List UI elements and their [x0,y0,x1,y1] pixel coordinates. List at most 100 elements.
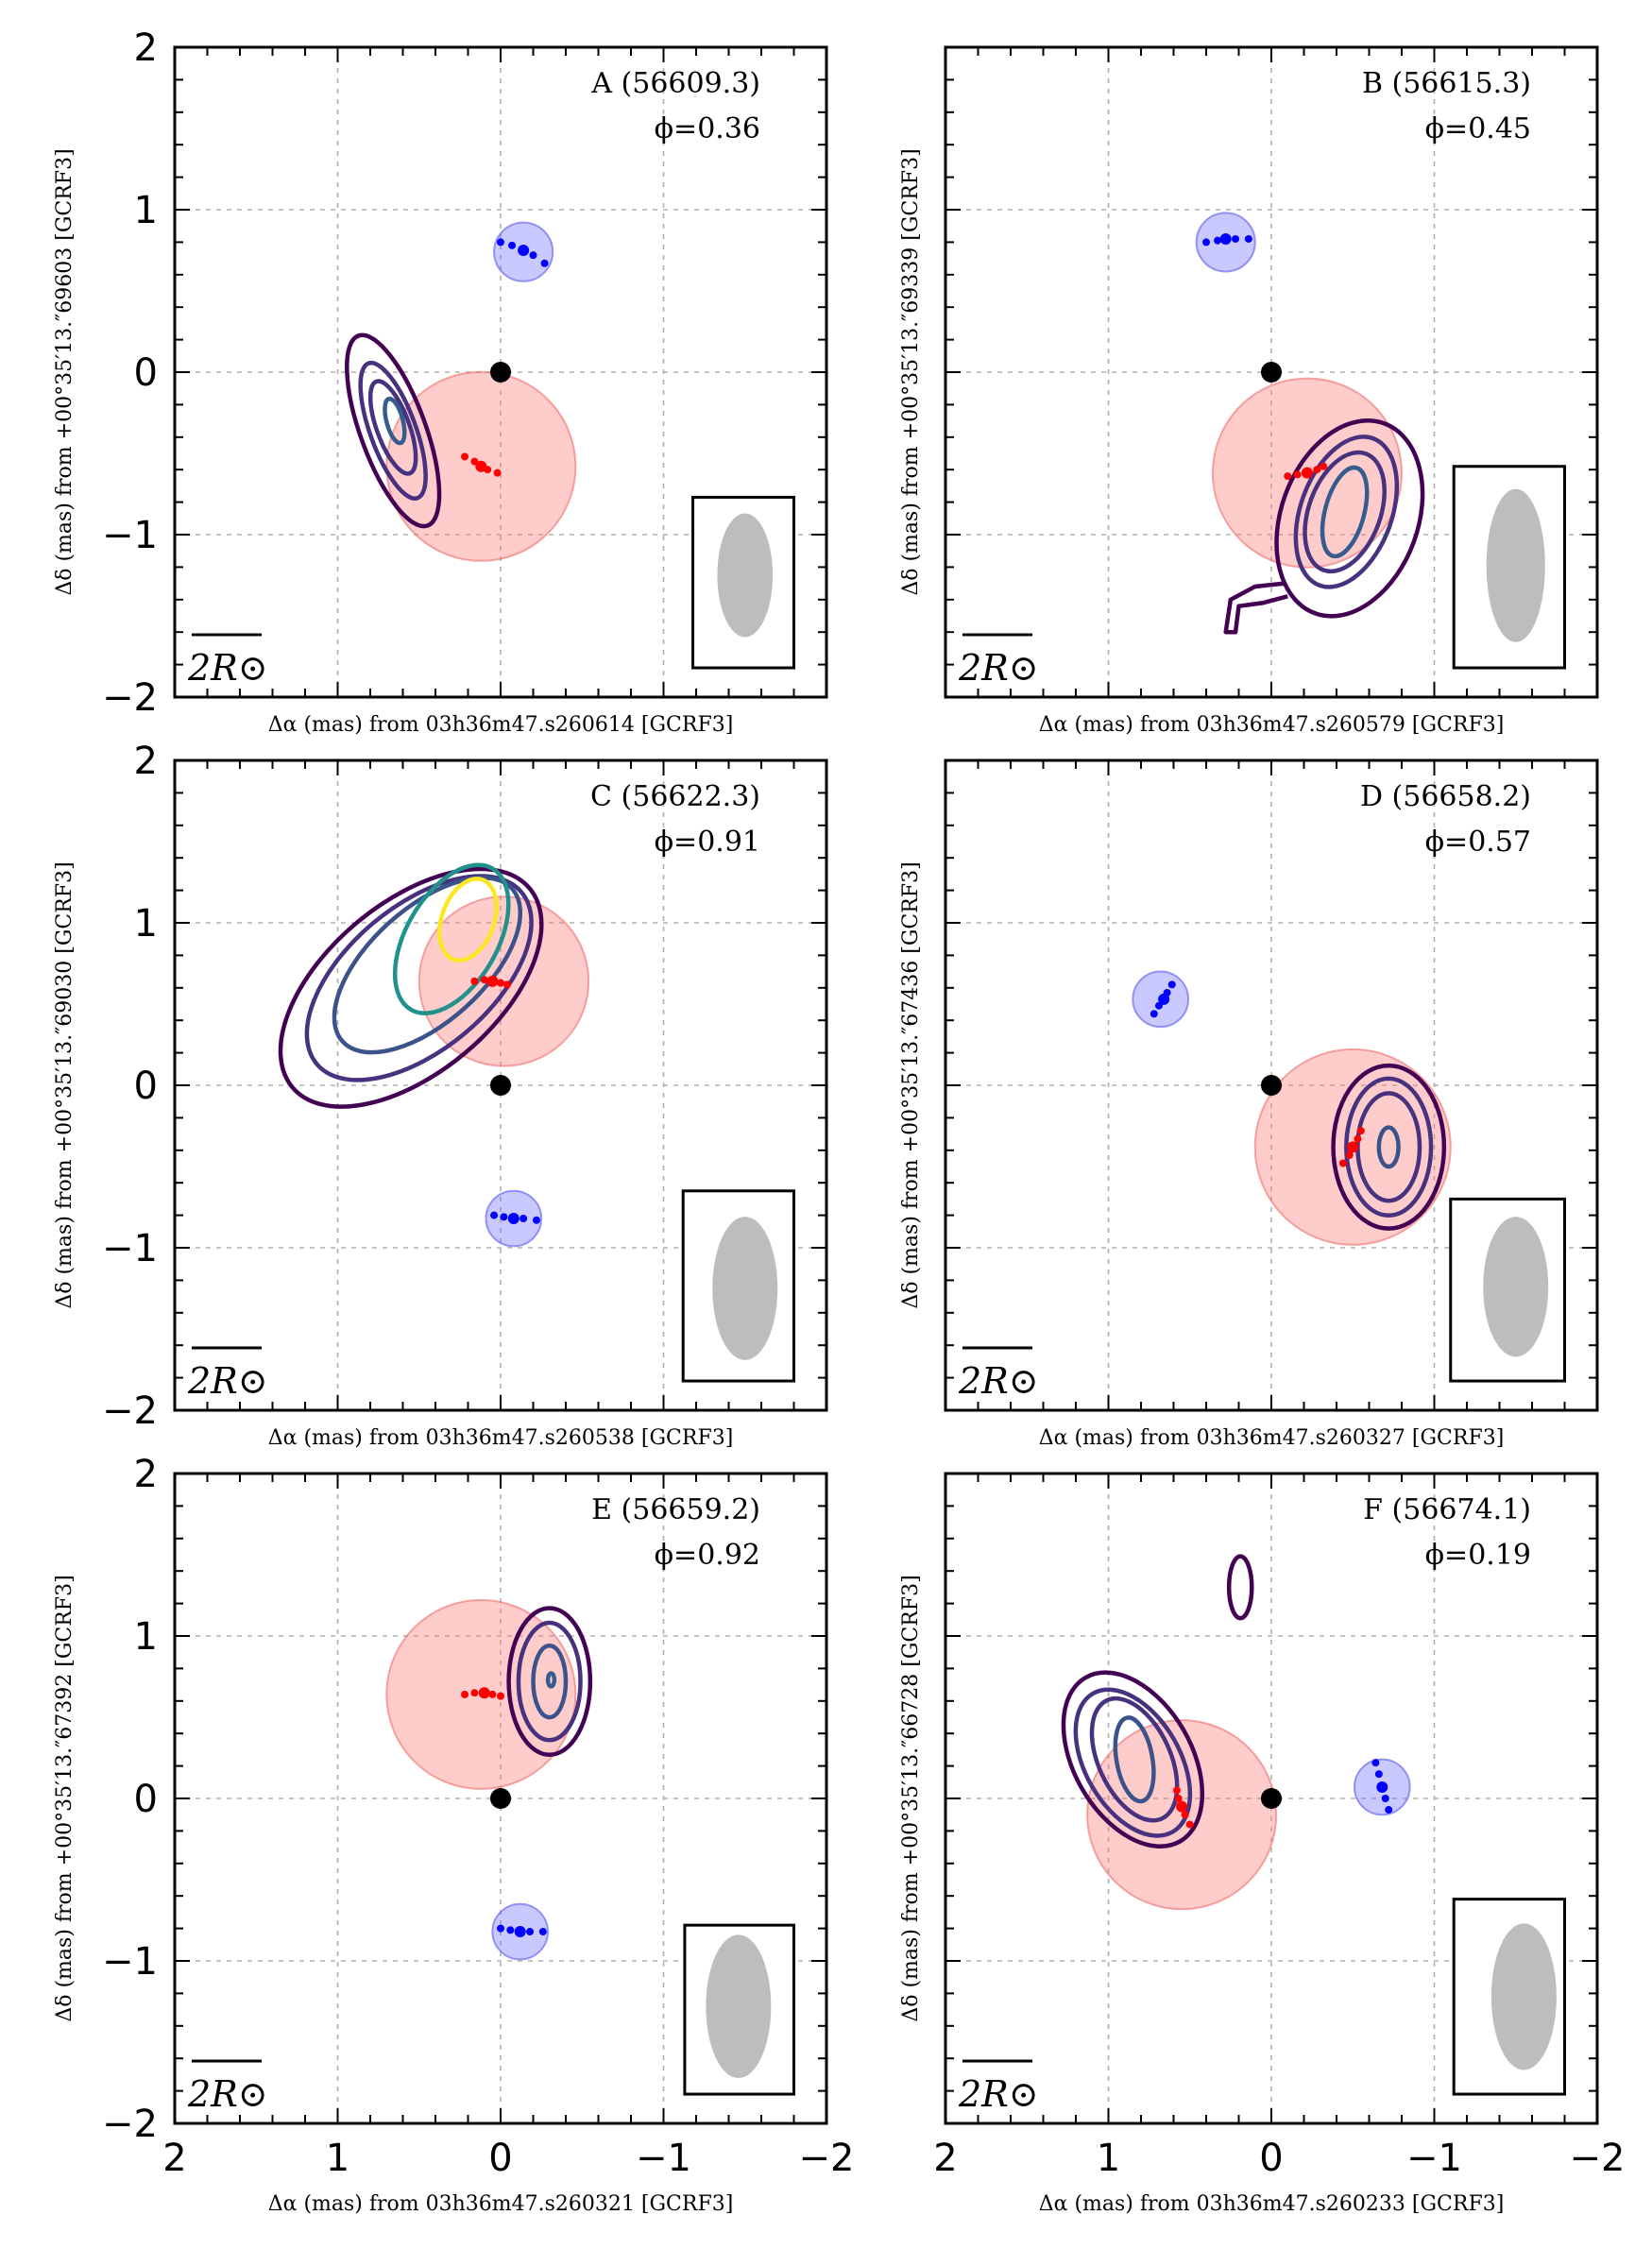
origin-point [490,1075,511,1096]
panel-label: D (56658.2) [1360,780,1531,813]
x-axis-label: Δα (mas) from 03h36m47.s260614 [GCRF3] [268,713,734,737]
x-tick-label: 0 [1259,2137,1283,2180]
red-track-point [486,975,499,987]
red-track-point [1338,1159,1347,1167]
contour [1061,1670,1205,1849]
phase-label: ϕ=0.91 [655,826,760,859]
red-track-point [1176,1800,1188,1813]
blue-track-point [500,1213,508,1221]
contour [1293,434,1400,589]
contour [516,1620,583,1743]
red-track-point [502,980,511,989]
panel-a-plot-area [175,47,826,697]
beam-ellipse [706,1934,772,2079]
x-tick-label: 2 [933,2137,957,2180]
panel-a: 2 1 0 −1 −2 Δα (mas) from 03h36m47.s260614 [G… [53,26,828,737]
scalebar-label: 2R⊙ [187,1360,268,1402]
red-track-point [1301,467,1313,479]
blue-track-point [1381,1795,1389,1802]
panel-label: F (56674.1) [1363,1493,1531,1526]
origin-point [1261,362,1282,383]
red-track-point [1174,1795,1183,1802]
y-tick-label: −1 [102,1227,158,1270]
y-tick-label: 2 [134,1453,158,1496]
origin-point [490,1788,511,1809]
blue-track-point [1163,988,1171,997]
phase-label: ϕ=0.36 [655,112,760,145]
panel-b: Δα (mas) from 03h36m47.s260579 [GCRF3] Δδ… [899,45,1599,737]
contour [1331,1063,1447,1231]
blue-track-point [1371,1759,1380,1767]
y-tick-label: 0 [134,351,158,395]
contour [332,876,523,1055]
beam-ellipse [717,513,774,638]
scalebar-label: 2R⊙ [958,1360,1039,1402]
panel-label: C (56622.3) [590,780,760,813]
x-tick-label: −1 [1406,2137,1462,2180]
blue-track-point [538,1928,547,1936]
y-axis-label: Δδ (mas) from +00°35′13.″66728 [GCRF3] [899,1575,923,2021]
y-tick-label: 2 [134,26,158,70]
red-track-point [497,979,504,987]
contour [392,862,511,1015]
blue-track-point [1374,1770,1383,1779]
beam-ellipse [1490,1923,1557,2070]
contour [531,1643,569,1720]
blue-track-point [506,1926,515,1934]
y-tick-label: −2 [102,1389,158,1433]
contour [1274,418,1425,619]
blue-track-point [519,1215,528,1223]
red-track-point [1356,1127,1365,1135]
blue-track-point [1376,1780,1388,1793]
origin-point [1261,1788,1282,1809]
contour [1226,1554,1254,1621]
blue-track-point [540,259,549,267]
blue-track-point [518,245,530,256]
y-tick-label: −2 [102,676,158,720]
red-track-point [497,1692,504,1700]
panel-f-plot-area [945,1474,1597,2123]
contour [367,379,418,476]
y-tick-label: −1 [102,1940,158,1984]
panel-label: B (56615.3) [1362,67,1531,100]
blue-track-point [526,1928,535,1936]
contour [1113,1715,1156,1804]
contour [1344,1076,1434,1218]
contour [437,877,499,963]
x-axis-label: Δα (mas) from 03h36m47.s260321 [GCRF3] [268,2192,734,2216]
red-track-point [1347,1141,1359,1153]
blue-track-point [497,238,504,247]
blue-track-point [1232,234,1240,243]
scalebar-label: 2R⊙ [187,647,268,689]
x-tick-label: 1 [1097,2137,1120,2180]
red-track-point [470,977,479,985]
blue-track-point [1244,234,1252,243]
contour [1073,1687,1193,1838]
panel-e: 210−1−22 1 0 −1 −2Δα (mas) from 03h36m47.s26… [53,1453,854,2216]
red-track-point [1185,1820,1194,1829]
y-axis-label: Δδ (mas) from +00°35′13.″69603 [GCRF3] [53,148,77,595]
blue-track-point [490,1211,499,1219]
scalebar-label: 2R⊙ [958,647,1039,689]
panel-e-plot-area [175,1474,826,2123]
blue-track-point [1214,236,1222,245]
blue-track-point [529,251,537,260]
x-tick-label: −2 [799,2137,855,2180]
x-tick-label: 0 [488,2137,512,2180]
panel-c: 2 1 0 −1 −2 Δα (mas) from 03h36m47.s260538 [G… [53,740,828,1450]
beam-ellipse [1486,488,1545,642]
red-track-point [484,466,492,474]
phase-label: ϕ=0.19 [1425,1539,1531,1572]
panel-d: Δα (mas) from 03h36m47.s260327 [GCRF3] Δδ… [899,758,1599,1450]
phase-label: ϕ=0.57 [1425,826,1531,859]
red-track-point [461,1690,469,1698]
phase-label: ϕ=0.45 [1425,112,1531,145]
red-track-point [1284,472,1292,481]
contour [1089,1695,1180,1823]
y-tick-label: −2 [102,2103,158,2146]
contour [345,332,442,529]
red-track-point [1354,1134,1362,1143]
contour [1303,450,1387,574]
panel-label: A (56609.3) [590,67,760,100]
